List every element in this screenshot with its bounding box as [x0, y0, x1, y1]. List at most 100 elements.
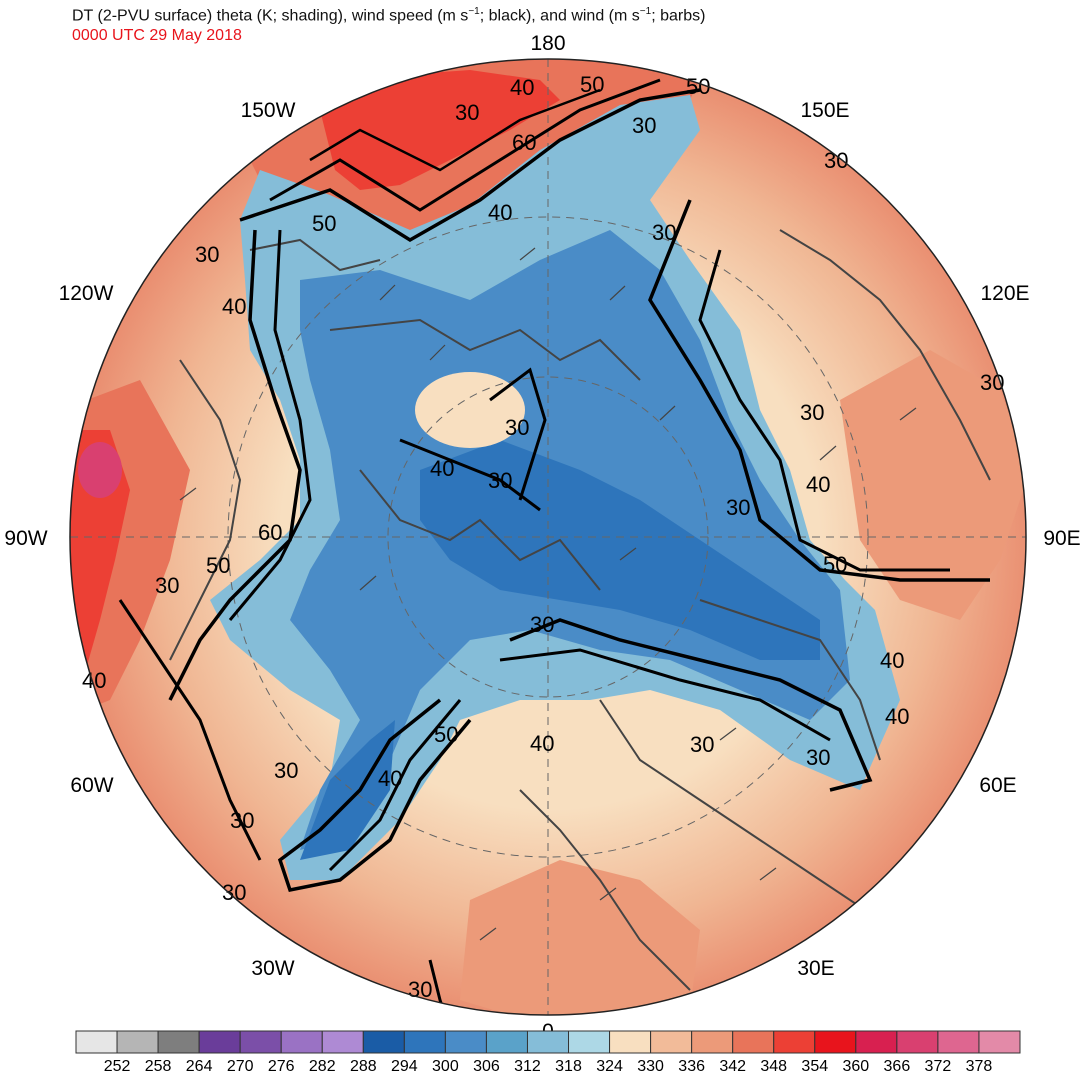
colorbar-swatch — [485, 1030, 528, 1054]
contour-label: 40 — [488, 200, 512, 225]
coastline-segment — [169, 359, 242, 661]
colorbar-swatch — [773, 1030, 816, 1054]
colorbar-swatch — [896, 1030, 939, 1054]
colorbar-tick-label: 348 — [760, 1058, 787, 1075]
west-hotspot — [78, 442, 122, 498]
colorbar-swatch — [116, 1030, 159, 1054]
trough-contour-40 — [328, 699, 462, 872]
colorbar: 252 258 264 270 276 282 288 294 300 306 312 318 324 3… — [75, 1030, 1021, 1075]
wind-barb — [759, 867, 777, 881]
south-contour-30 — [428, 959, 452, 1015]
colorbar-tick-label: 360 — [842, 1058, 869, 1075]
colorbar-swatch — [978, 1030, 1021, 1054]
colorbar-tick-label: 282 — [309, 1058, 336, 1075]
colorbar-tick-label: 330 — [637, 1058, 664, 1075]
contour-label: 30 — [274, 758, 298, 783]
title-middle: ; black), and wind (m s — [479, 7, 640, 25]
wind-barb — [609, 285, 626, 301]
contour-label: 30 — [488, 468, 512, 493]
contour-label: 30 — [222, 880, 246, 905]
inner-contour-30 — [489, 367, 547, 501]
colorbar-swatch — [403, 1030, 446, 1054]
contour-label: 30 — [155, 573, 179, 598]
contour-label: 30 — [195, 242, 219, 267]
wind-barb — [359, 575, 377, 591]
contour-label: 40 — [222, 294, 246, 319]
valid-time: 0000 UTC 29 May 2018 — [72, 27, 242, 44]
colorbar-tick-label: 264 — [186, 1058, 213, 1075]
colorbar-tick-label: 336 — [678, 1058, 705, 1075]
colorbar-tick-label: 324 — [596, 1058, 623, 1075]
colorbar-swatch — [75, 1030, 118, 1054]
contour-label: 40 — [885, 704, 909, 729]
contour-label: 40 — [378, 766, 402, 791]
map-title: DT (2-PVU surface) theta (K; shading), w… — [72, 3, 705, 25]
contour-labels: 40 50 50 30 60 30 40 50 30 30 40 30 30 4… — [82, 72, 1004, 1002]
wind-barb — [179, 487, 197, 501]
contour-label: 60 — [512, 130, 536, 155]
coastline-segment — [599, 699, 881, 921]
colorbar-swatch — [937, 1030, 980, 1054]
contour-label: 30 — [505, 415, 529, 440]
contour-label: 30 — [455, 100, 479, 125]
jet-contour-30 — [239, 88, 701, 243]
wind-barb — [619, 547, 637, 561]
colorbar-swatch — [321, 1030, 364, 1054]
contour-label: 40 — [530, 731, 554, 756]
wind-barb — [899, 407, 917, 421]
colorbar-swatch — [732, 1030, 775, 1054]
colorbar-swatch — [239, 1030, 282, 1054]
east-warm-band — [840, 350, 1026, 620]
colorbar-tick-label: 318 — [555, 1058, 582, 1075]
colorbar-tick-label: 258 — [145, 1058, 172, 1075]
vortex-contour-40 — [499, 648, 831, 742]
title-exponent-2: −1 — [639, 6, 652, 17]
lon-label-30w: 30W — [251, 957, 294, 980]
warm-pocket — [415, 372, 525, 448]
east-contour-30 — [648, 199, 990, 582]
contour-label: 30 — [824, 148, 848, 173]
colorbar-tick-label: 372 — [925, 1058, 952, 1075]
title-exponent-1: −1 — [468, 6, 480, 17]
southwest-contour-30 — [118, 599, 262, 861]
wind-barb — [429, 344, 446, 361]
contour-label: 40 — [510, 75, 534, 100]
colorbar-swatch — [855, 1030, 898, 1054]
colorbar-tick-label: 276 — [268, 1058, 295, 1075]
east-contour-40 — [698, 249, 950, 572]
colorbar-swatch — [609, 1030, 652, 1054]
colorbar-tick-label: 342 — [719, 1058, 746, 1075]
coastline-segment — [359, 469, 601, 591]
west-contour-40 — [228, 229, 312, 621]
latitude-circle-inner — [387, 376, 709, 698]
colorbar-swatch — [526, 1030, 570, 1054]
coastline-segment — [249, 238, 381, 272]
contour-label: 40 — [430, 456, 454, 481]
colorbar-tick-label: 366 — [884, 1058, 911, 1075]
lon-label-90w: 90W — [4, 527, 47, 550]
contour-label: 40 — [806, 472, 830, 497]
jet-contour-40 — [269, 78, 661, 212]
contour-label: 50 — [312, 211, 336, 236]
colorbar-tick-label: 306 — [473, 1058, 500, 1075]
contour-label: 60 — [258, 520, 282, 545]
contour-label: 40 — [880, 648, 904, 673]
colorbar-tick-label: 354 — [801, 1058, 828, 1075]
lon-label-180: 180 — [530, 32, 565, 55]
coastline-segment — [699, 599, 881, 761]
colorbar-tick-label: 378 — [966, 1058, 993, 1075]
wind-speed-contours — [118, 78, 990, 1015]
lon-label-150e: 150E — [800, 99, 849, 122]
wind-barb — [519, 247, 536, 261]
wind-barb — [379, 284, 396, 301]
jet-contour-50 — [309, 88, 601, 172]
graticule — [70, 59, 1026, 1015]
contour-label: 30 — [806, 745, 830, 770]
contour-label: 30 — [632, 113, 656, 138]
latitude-circle-outer — [227, 216, 869, 858]
lon-label-60w: 60W — [70, 774, 113, 797]
contour-label: 50 — [823, 552, 847, 577]
contour-label: 30 — [690, 732, 714, 757]
west-contour-30 — [168, 229, 302, 701]
